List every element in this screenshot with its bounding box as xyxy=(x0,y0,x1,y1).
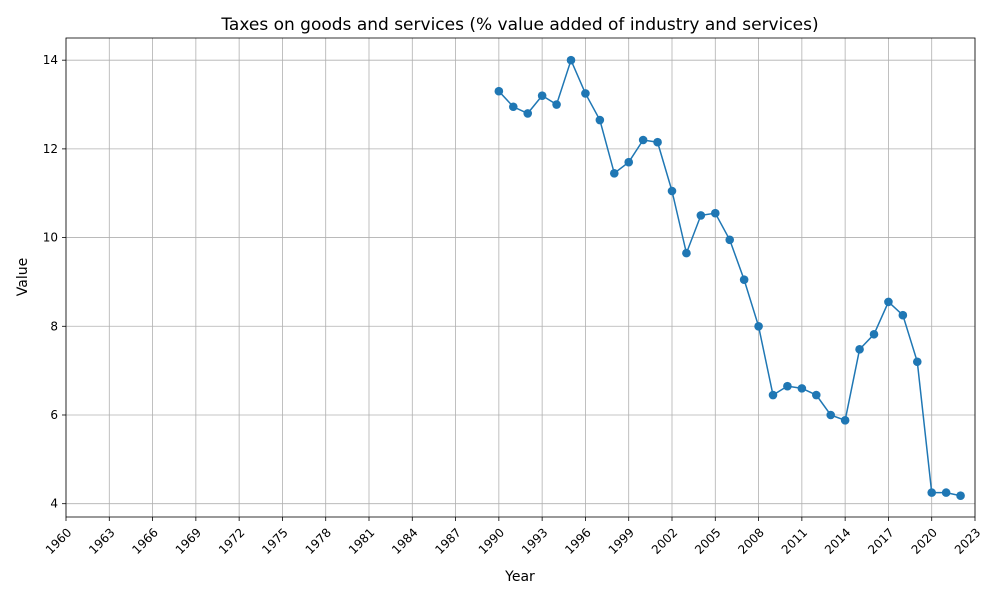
series-group xyxy=(494,55,965,501)
x-tick-label: 2005 xyxy=(692,525,723,556)
x-tick-label: 1996 xyxy=(562,525,593,556)
data-point xyxy=(725,235,735,245)
y-tick-label: 6 xyxy=(50,408,58,422)
x-tick-label: 1993 xyxy=(519,525,550,556)
data-point xyxy=(682,248,691,258)
y-tick-label: 8 xyxy=(50,319,58,333)
data-point xyxy=(595,115,605,125)
data-point xyxy=(609,168,619,178)
data-point xyxy=(941,488,951,497)
y-tick-label: 4 xyxy=(50,497,58,511)
x-tick-label: 2017 xyxy=(865,525,896,556)
data-point xyxy=(956,491,965,501)
x-tick-label: 1960 xyxy=(43,525,74,556)
x-tick-label: 1963 xyxy=(86,525,117,556)
data-point xyxy=(884,297,893,307)
data-point xyxy=(797,384,807,393)
x-tick-label: 1987 xyxy=(432,525,463,556)
y-gridlines xyxy=(66,59,975,505)
x-tick-label: 1975 xyxy=(259,525,290,556)
data-point xyxy=(840,416,850,425)
data-point xyxy=(537,91,547,100)
data-point xyxy=(653,137,662,147)
x-tick-label: 1981 xyxy=(346,525,377,556)
x-tick-label: 2002 xyxy=(649,525,680,556)
plot-frame xyxy=(65,37,976,518)
data-point xyxy=(783,381,792,391)
data-point xyxy=(811,390,821,400)
x-tick-label: 1978 xyxy=(303,525,334,556)
series-line xyxy=(498,58,961,497)
data-point xyxy=(768,390,778,400)
data-point xyxy=(739,275,749,285)
x-axis-ticks: 1960 1963 1966 1969 1972 1975 1978 1981 1984 1987… xyxy=(43,517,983,557)
x-tick-label: 2014 xyxy=(822,525,853,556)
x-tick-label: 1966 xyxy=(129,525,160,556)
y-tick-label: 10 xyxy=(43,231,58,245)
data-point xyxy=(508,102,518,112)
y-axis-title: Value xyxy=(15,258,31,296)
x-axis-title: Year xyxy=(504,569,535,585)
data-point xyxy=(523,109,533,118)
x-tick-label: 1999 xyxy=(606,525,637,556)
x-tick-label: 2008 xyxy=(735,525,766,556)
data-point xyxy=(855,345,864,354)
data-point xyxy=(581,89,590,98)
data-point xyxy=(566,55,576,65)
y-tick-label: 14 xyxy=(43,53,58,67)
data-point xyxy=(667,186,677,196)
data-point xyxy=(624,157,634,167)
data-point xyxy=(710,208,720,218)
x-tick-label: 2011 xyxy=(779,525,810,556)
data-point xyxy=(696,211,706,220)
data-point xyxy=(927,488,937,497)
data-point xyxy=(898,310,908,320)
x-tick-label: 1990 xyxy=(476,525,507,556)
data-point xyxy=(638,135,648,145)
y-axis-ticks: 4 6 8 10 12 14 xyxy=(43,53,66,511)
data-point xyxy=(494,86,504,96)
y-tick-label: 12 xyxy=(43,142,58,156)
x-tick-label: 1972 xyxy=(216,525,247,556)
chart-title: Taxes on goods and services (% value add… xyxy=(220,15,818,35)
x-tick-label: 1969 xyxy=(173,525,204,556)
x-tick-label: 1984 xyxy=(389,525,420,556)
data-point xyxy=(754,321,763,331)
x-tick-label: 2020 xyxy=(909,525,940,556)
data-point xyxy=(869,329,879,339)
x-tick-label: 2023 xyxy=(952,525,983,556)
data-point xyxy=(826,410,836,420)
data-point xyxy=(552,100,561,109)
data-point xyxy=(912,357,922,367)
